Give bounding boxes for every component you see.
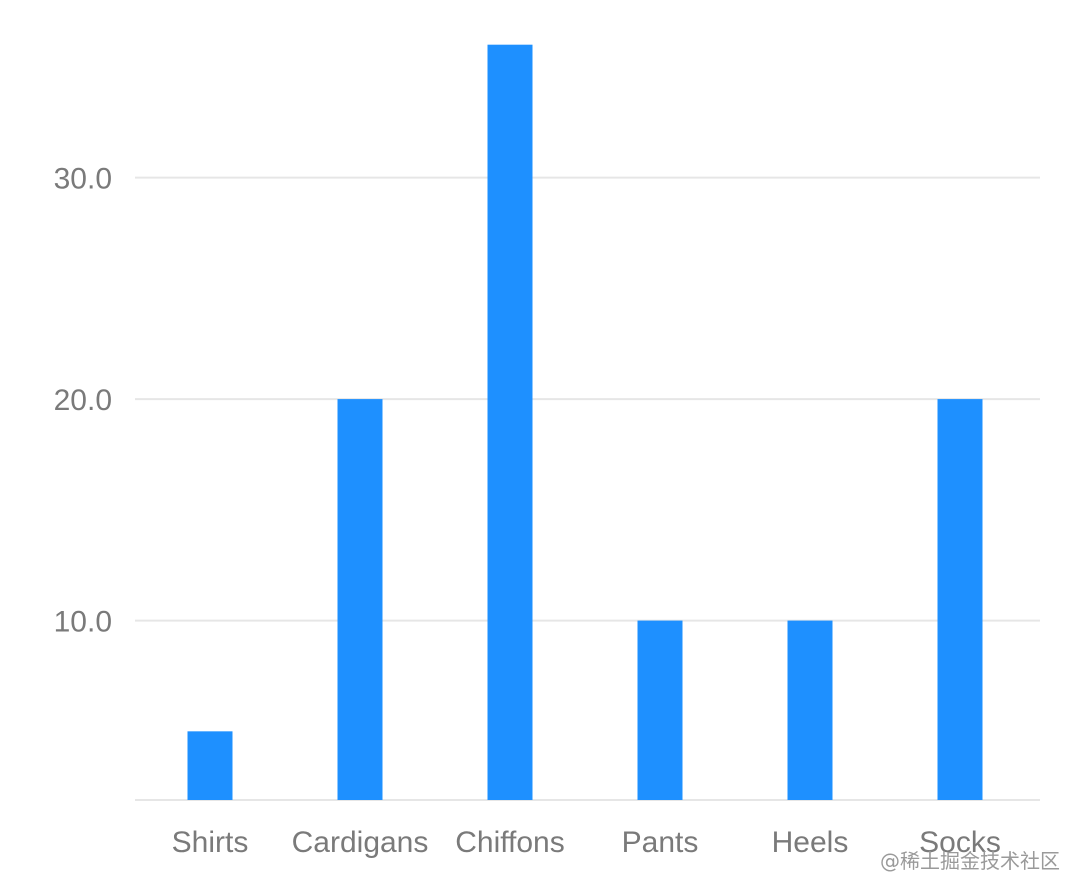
x-tick-label-shirts: Shirts — [172, 826, 249, 859]
x-tick-label-heels: Heels — [772, 826, 849, 859]
y-tick-label: 10.0 — [54, 606, 112, 639]
bar-cardigans — [337, 399, 383, 800]
bar-shirts — [187, 731, 233, 800]
y-axis: 10.0 20.0 30.0 — [54, 163, 112, 639]
y-tick-label: 30.0 — [54, 163, 112, 196]
x-tick-label-cardigans: Cardigans — [292, 826, 429, 859]
y-tick-label: 20.0 — [54, 384, 112, 417]
x-tick-label-chiffons: Chiffons — [455, 826, 565, 859]
bar-pants — [637, 620, 683, 800]
bars — [187, 44, 983, 801]
watermark: @稀土掘金技术社区 — [880, 849, 1060, 873]
bar-heels — [787, 620, 833, 800]
x-axis: Shirts Cardigans Chiffons Pants Heels Socks — [172, 826, 1001, 859]
bar-chiffons — [487, 44, 533, 801]
bar-socks — [937, 399, 983, 800]
x-tick-label-socks: Socks — [919, 826, 1001, 859]
x-tick-label-pants: Pants — [622, 826, 699, 859]
grid-lines — [135, 176, 1040, 801]
